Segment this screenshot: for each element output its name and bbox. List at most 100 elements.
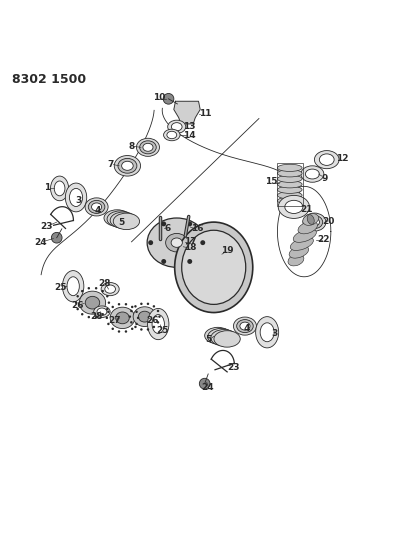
Ellipse shape [157, 310, 159, 312]
Ellipse shape [81, 290, 83, 292]
Text: 4: 4 [95, 206, 101, 215]
Ellipse shape [104, 210, 130, 226]
Text: 26: 26 [71, 301, 83, 310]
Ellipse shape [118, 158, 137, 173]
Ellipse shape [288, 254, 304, 266]
Ellipse shape [306, 216, 323, 229]
Text: 20: 20 [323, 217, 335, 226]
Ellipse shape [171, 238, 182, 247]
Ellipse shape [106, 308, 109, 310]
Ellipse shape [88, 316, 90, 318]
Ellipse shape [102, 290, 104, 292]
Ellipse shape [106, 295, 109, 297]
Ellipse shape [110, 212, 136, 229]
Ellipse shape [309, 218, 319, 226]
Text: 16: 16 [191, 224, 203, 233]
Text: 21: 21 [300, 205, 312, 214]
Ellipse shape [107, 211, 134, 228]
Ellipse shape [101, 282, 119, 296]
Ellipse shape [277, 197, 302, 204]
Ellipse shape [102, 313, 104, 316]
Ellipse shape [168, 120, 186, 133]
Text: 3: 3 [75, 196, 81, 205]
Text: 5: 5 [118, 219, 125, 228]
Text: 26: 26 [146, 316, 158, 325]
Ellipse shape [65, 183, 87, 212]
Ellipse shape [256, 317, 279, 348]
Ellipse shape [289, 246, 309, 258]
Ellipse shape [158, 316, 161, 318]
Ellipse shape [108, 302, 110, 304]
Ellipse shape [277, 181, 302, 188]
Ellipse shape [293, 229, 316, 243]
Ellipse shape [122, 161, 133, 171]
Ellipse shape [290, 237, 314, 251]
Circle shape [161, 221, 166, 227]
Text: 17: 17 [184, 237, 196, 246]
Ellipse shape [134, 305, 137, 308]
Ellipse shape [75, 302, 77, 304]
Ellipse shape [166, 233, 188, 252]
Text: 12: 12 [336, 155, 348, 163]
Ellipse shape [164, 129, 180, 141]
Ellipse shape [106, 317, 108, 319]
Ellipse shape [182, 230, 246, 304]
Ellipse shape [62, 271, 84, 302]
Ellipse shape [314, 151, 339, 168]
Ellipse shape [277, 186, 302, 193]
Ellipse shape [135, 311, 138, 313]
Ellipse shape [85, 198, 108, 216]
Ellipse shape [76, 295, 79, 297]
Ellipse shape [152, 326, 155, 328]
Ellipse shape [307, 215, 314, 224]
Ellipse shape [130, 321, 133, 324]
Ellipse shape [301, 166, 324, 182]
Ellipse shape [205, 327, 231, 344]
Ellipse shape [152, 305, 155, 308]
Circle shape [187, 221, 192, 227]
Text: 27: 27 [108, 316, 120, 325]
Ellipse shape [107, 311, 110, 313]
Text: 1: 1 [44, 183, 51, 192]
Ellipse shape [110, 307, 135, 328]
Text: 19: 19 [221, 246, 233, 255]
Ellipse shape [277, 169, 302, 177]
Ellipse shape [136, 138, 159, 156]
Ellipse shape [105, 285, 115, 293]
Ellipse shape [260, 323, 274, 342]
Ellipse shape [137, 317, 139, 319]
Circle shape [163, 93, 174, 104]
Ellipse shape [118, 330, 120, 333]
Text: 3: 3 [271, 328, 278, 337]
Circle shape [187, 259, 192, 264]
Ellipse shape [303, 213, 326, 231]
Ellipse shape [135, 322, 138, 325]
Ellipse shape [139, 311, 151, 322]
Ellipse shape [76, 308, 79, 310]
Ellipse shape [54, 181, 65, 196]
Ellipse shape [125, 330, 127, 333]
Ellipse shape [143, 143, 153, 151]
Ellipse shape [130, 310, 133, 312]
Ellipse shape [134, 326, 137, 328]
Ellipse shape [97, 308, 107, 316]
Ellipse shape [107, 322, 110, 325]
Ellipse shape [125, 303, 127, 305]
Ellipse shape [79, 291, 106, 314]
Ellipse shape [133, 307, 156, 327]
Ellipse shape [147, 328, 149, 330]
Ellipse shape [148, 309, 169, 340]
Ellipse shape [129, 316, 131, 318]
Ellipse shape [88, 287, 90, 289]
Ellipse shape [95, 316, 97, 318]
Ellipse shape [152, 314, 164, 334]
Circle shape [51, 232, 62, 243]
Text: 6: 6 [164, 224, 171, 233]
Ellipse shape [277, 164, 302, 172]
Circle shape [161, 259, 166, 264]
Text: 23: 23 [40, 222, 52, 231]
Text: 14: 14 [183, 131, 195, 140]
Ellipse shape [233, 317, 256, 335]
Ellipse shape [240, 322, 250, 330]
Text: 23: 23 [227, 362, 240, 372]
